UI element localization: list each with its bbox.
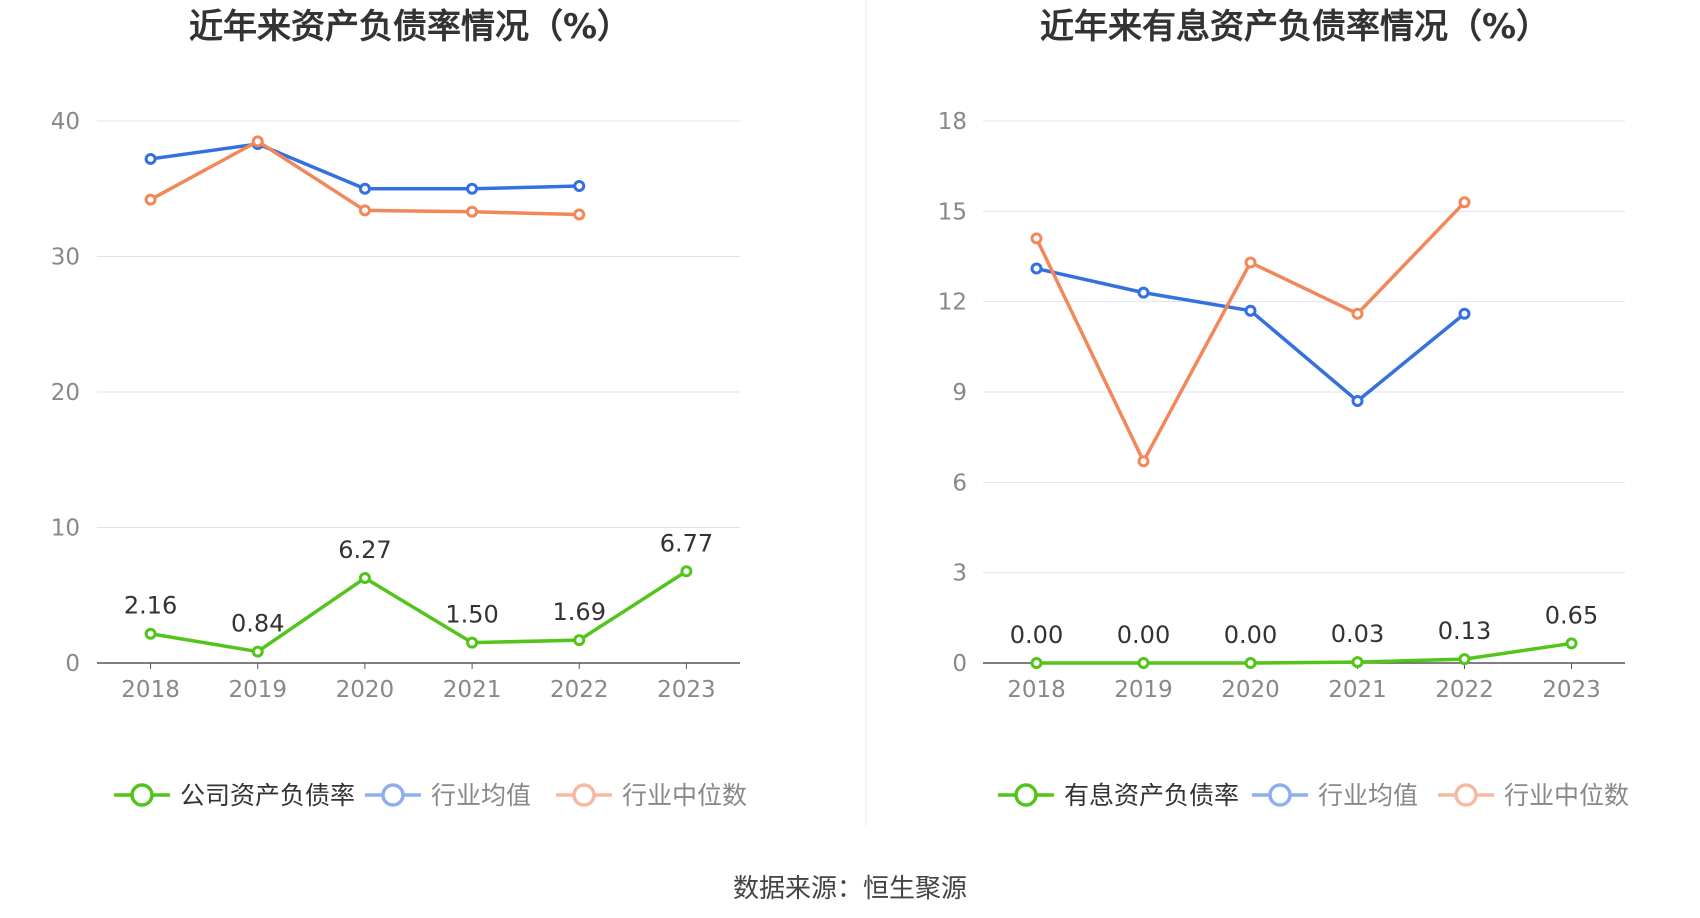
x-tick-label: 2020 <box>1221 677 1280 703</box>
legend-label-avg: 行业均值 <box>1318 781 1418 810</box>
data-point-company <box>680 565 693 578</box>
data-label: 2.16 <box>124 592 177 620</box>
data-label: 0.03 <box>1331 620 1384 648</box>
x-tick-label: 2022 <box>1435 677 1494 703</box>
y-tick-label: 20 <box>51 380 80 406</box>
data-label: 1.69 <box>553 598 606 626</box>
data-point-company <box>1458 653 1471 666</box>
y-tick-label: 15 <box>938 199 967 225</box>
data-label: 6.77 <box>660 529 713 557</box>
data-label: 0.00 <box>1010 621 1063 649</box>
data-point-median <box>1137 455 1150 468</box>
data-point-company <box>1244 657 1257 669</box>
series-line-company <box>150 569 688 654</box>
legend-marker-median <box>572 783 596 807</box>
data-point-company <box>1137 657 1150 669</box>
y-tick-label: 0 <box>952 651 967 677</box>
series-line-median <box>149 139 580 217</box>
data-point-avg <box>1030 262 1043 275</box>
data-point-median <box>1458 196 1471 209</box>
y-tick-label: 40 <box>51 109 80 135</box>
data-point-company <box>358 572 371 585</box>
data-point-avg <box>358 182 371 195</box>
data-point-median <box>358 204 371 217</box>
y-tick-label: 6 <box>952 470 967 496</box>
x-tick-label: 2018 <box>1007 677 1066 703</box>
y-tick-label: 12 <box>938 290 967 316</box>
data-point-median <box>1244 256 1257 269</box>
x-tick-label: 2021 <box>1328 677 1387 703</box>
x-tick-label: 2018 <box>121 677 180 703</box>
series-line-median <box>1034 201 1466 464</box>
legend-label-median: 行业中位数 <box>622 781 747 810</box>
data-label: 0.00 <box>1224 621 1277 649</box>
legend-marker-avg <box>381 783 405 807</box>
data-point-company <box>1565 637 1578 650</box>
data-point-company <box>573 634 586 647</box>
data-point-median <box>144 193 157 206</box>
x-tick-label: 2019 <box>1114 677 1173 703</box>
data-point-company <box>1351 656 1364 669</box>
legend-marker-company <box>1014 783 1038 807</box>
data-point-avg <box>1244 304 1257 317</box>
data-label: 0.13 <box>1438 617 1491 645</box>
legend-marker-median <box>1454 783 1478 807</box>
series-line-company <box>1036 641 1572 665</box>
data-point-median <box>1030 232 1043 245</box>
data-label: 0.84 <box>231 610 284 638</box>
y-tick-label: 9 <box>952 380 967 406</box>
legend-label-median: 行业中位数 <box>1504 781 1629 810</box>
x-tick-label: 2022 <box>550 677 609 703</box>
data-point-median <box>1351 307 1364 320</box>
data-source-note: 数据来源：恒生聚源 <box>732 874 967 904</box>
x-tick-label: 2023 <box>1542 677 1601 703</box>
chart-title: 近年来有息资产负债率情况（%） <box>1040 7 1550 47</box>
data-point-company <box>144 627 157 640</box>
data-point-avg <box>1137 286 1150 299</box>
data-point-avg <box>1351 395 1364 408</box>
data-point-median <box>251 135 264 148</box>
x-tick-label: 2021 <box>443 677 502 703</box>
y-tick-label: 18 <box>938 109 967 135</box>
x-tick-label: 2020 <box>336 677 395 703</box>
legend-label-company: 公司资产负债率 <box>180 781 355 810</box>
data-point-avg <box>144 152 157 165</box>
x-tick-label: 2023 <box>657 677 716 703</box>
data-point-avg <box>1458 307 1471 320</box>
legend-marker-avg <box>1268 783 1292 807</box>
y-tick-label: 10 <box>51 516 80 542</box>
data-point-median <box>573 208 586 221</box>
data-point-avg <box>573 180 586 193</box>
y-tick-label: 30 <box>51 245 80 271</box>
data-label: 0.65 <box>1545 601 1598 629</box>
data-point-median <box>466 205 479 218</box>
series-line-avg <box>1036 266 1466 403</box>
data-label: 6.27 <box>338 536 391 564</box>
data-point-avg <box>466 182 479 195</box>
data-point-company <box>251 645 264 658</box>
data-point-company <box>466 636 479 649</box>
x-tick-label: 2019 <box>228 677 287 703</box>
legend-label-company: 有息资产负债率 <box>1064 781 1239 810</box>
legend-label-avg: 行业均值 <box>431 781 531 810</box>
y-tick-label: 3 <box>952 561 967 587</box>
data-label: 0.00 <box>1117 621 1170 649</box>
data-label: 1.50 <box>445 601 498 629</box>
y-tick-label: 0 <box>65 651 80 677</box>
chart-title: 近年来资产负债率情况（%） <box>189 7 631 47</box>
data-point-company <box>1030 657 1043 669</box>
legend-marker-company <box>130 783 154 807</box>
